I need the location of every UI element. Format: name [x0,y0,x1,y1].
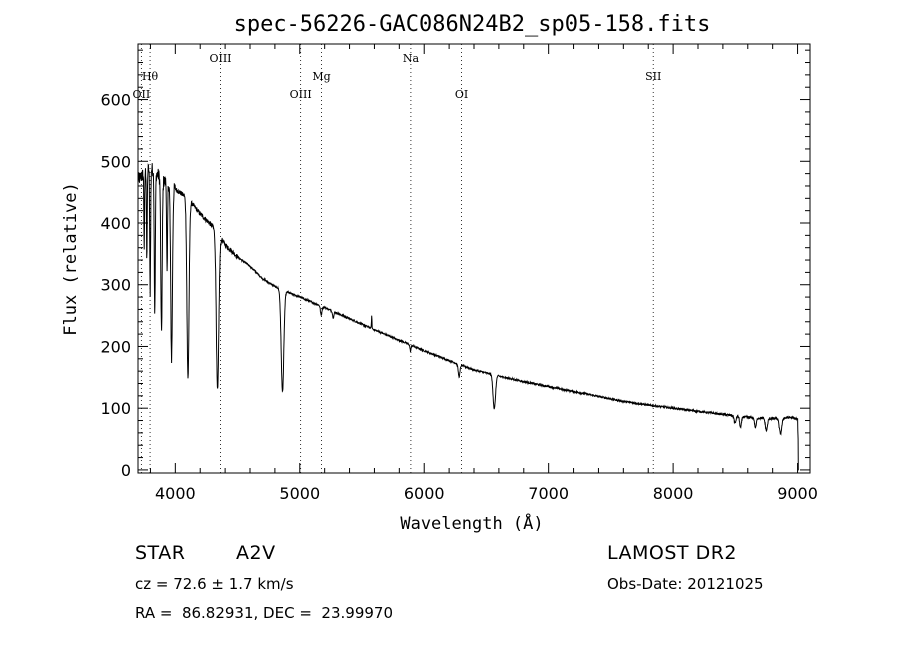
x-tick-label: 7000 [528,484,569,503]
x-tick-label: 5000 [279,484,320,503]
x-axis-label: Wavelength (Å) [400,512,543,534]
spectrum-series-line [137,163,799,471]
coordinates: RA = 86.82931, DEC = 23.99970 [135,604,394,622]
spectral-line-label: OIII [290,88,312,101]
chart-title: spec-56226-GAC086N24B2_sp05-158.fits [234,12,711,37]
y-tick-label: 100 [100,399,131,418]
redshift-text: cz = 72.6 ± 1.7 km/s [135,575,294,593]
y-axis-label: Flux (relative) [61,182,81,336]
spectral-line-label: OIII [209,52,231,65]
y-axis: 0 100 200 300 400 500 600 [100,49,810,480]
spectral-subclass: A2V [236,542,276,564]
x-tick-label: 4000 [155,484,196,503]
y-tick-label: 500 [100,152,131,171]
y-tick-label: 200 [100,337,131,356]
object-class: STAR [135,542,186,564]
spectral-line-label: SII [645,70,661,83]
spectral-line-label: OI [455,88,468,101]
survey-label: LAMOST DR2 [607,542,737,564]
spectral-line-label: Na [403,52,420,65]
y-tick-label: 0 [121,461,131,480]
spectral-line-label: Mg [312,70,330,83]
obs-date: Obs-Date: 20121025 [607,575,764,593]
x-axis: 4000 5000 6000 7000 8000 9000 [149,44,818,503]
x-tick-label: 8000 [653,484,694,503]
y-tick-label: 600 [100,91,131,110]
spectral-line-label: Hθ [142,70,159,83]
y-tick-label: 300 [100,276,131,295]
spectral-line-label: OII [133,88,151,101]
x-tick-label: 6000 [404,484,445,503]
x-tick-label: 9000 [777,484,818,503]
y-tick-label: 400 [100,214,131,233]
